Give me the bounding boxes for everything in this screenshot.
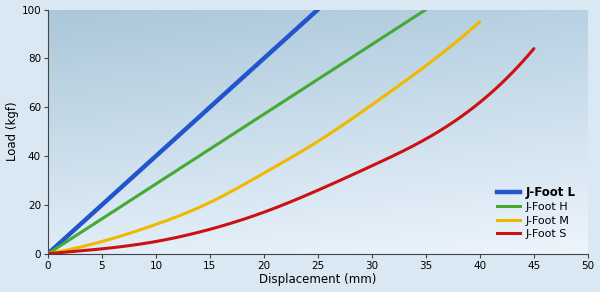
Line: J-Foot S: J-Foot S (48, 49, 534, 254)
J-Foot S (485, 93, 492, 97)
J-Foot M (44, 252, 52, 256)
J-Foot S (334, 180, 341, 183)
J-Foot S (530, 47, 538, 51)
J-Foot M (300, 148, 307, 152)
X-axis label: Displacement (mm): Displacement (mm) (259, 273, 377, 286)
J-Foot M (476, 20, 484, 24)
J-Foot M (301, 147, 308, 151)
J-Foot S (342, 176, 349, 180)
Y-axis label: Load (kgf): Load (kgf) (5, 102, 19, 161)
J-Foot S (46, 252, 53, 255)
J-Foot M (436, 53, 443, 57)
Line: J-Foot M: J-Foot M (48, 22, 480, 254)
J-Foot M (46, 252, 53, 255)
J-Foot S (454, 117, 461, 121)
Legend: J-Foot L, J-Foot H, J-Foot M, J-Foot S: J-Foot L, J-Foot H, J-Foot M, J-Foot S (493, 181, 580, 243)
J-Foot S (332, 181, 339, 184)
J-Foot M (308, 143, 316, 147)
J-Foot M (409, 74, 416, 78)
J-Foot S (44, 252, 52, 256)
